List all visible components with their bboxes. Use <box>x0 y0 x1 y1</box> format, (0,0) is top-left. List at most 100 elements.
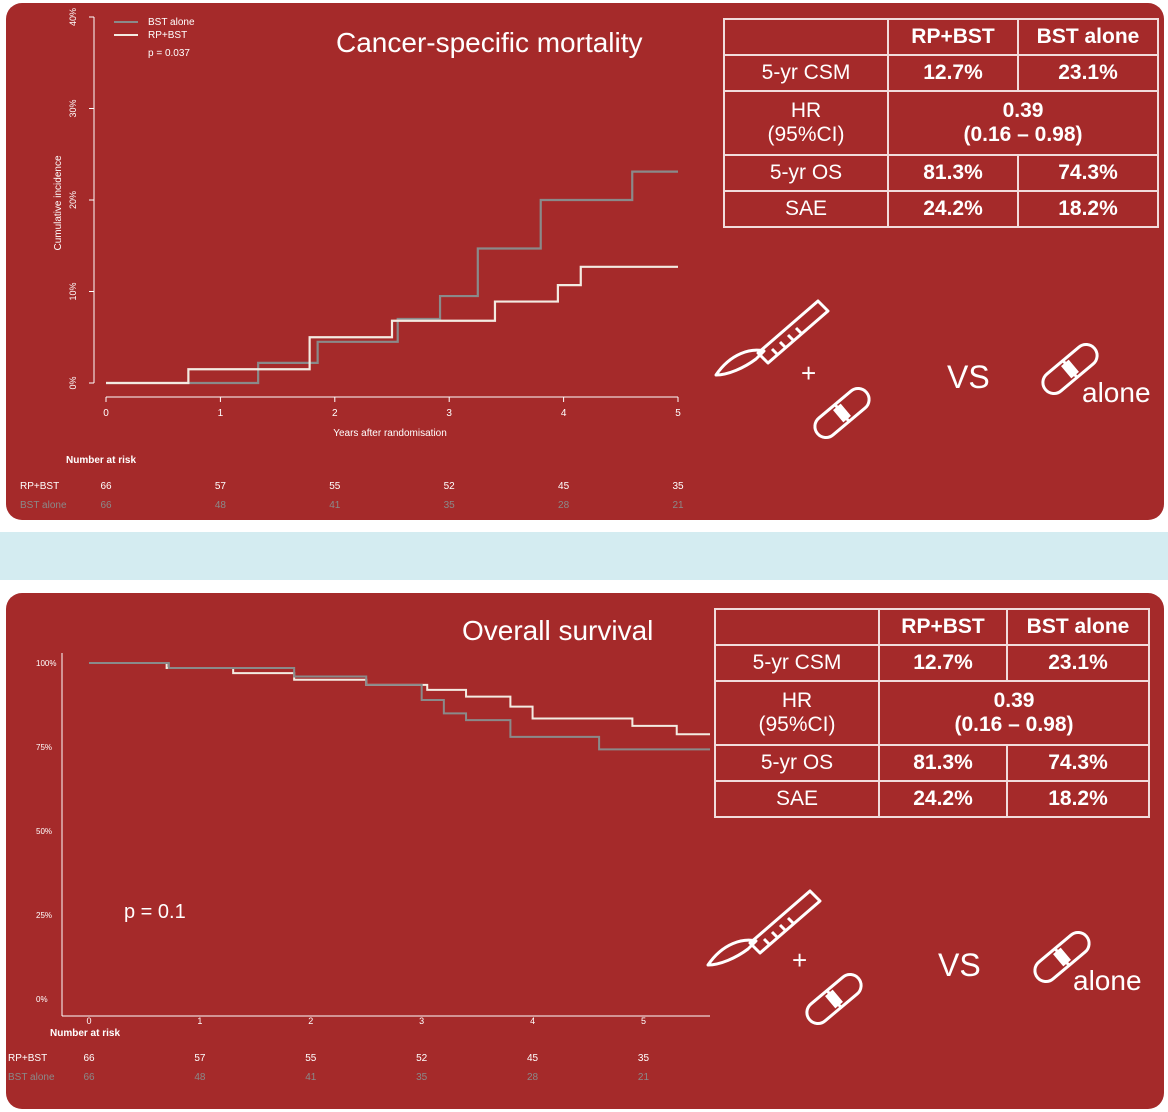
risk-value: 35 <box>672 481 684 492</box>
risk-value: 28 <box>558 500 570 511</box>
y-tick-label: 100% <box>36 659 56 668</box>
y-tick-label: 10% <box>68 282 78 300</box>
risk-value: 21 <box>672 500 684 511</box>
csm-bst-alone: 23.1% <box>1017 54 1159 92</box>
risk-value: 28 <box>527 1072 539 1083</box>
csm-rp-bst: 12.7% <box>887 54 1019 92</box>
risk-value: 35 <box>638 1053 650 1064</box>
sae-rp-bst: 24.2% <box>887 190 1019 228</box>
series-line-bst-alone <box>89 662 710 751</box>
risk-value: 45 <box>558 481 570 492</box>
risk-value: 41 <box>329 500 341 511</box>
pill-icon <box>1041 343 1099 395</box>
row-label-os: 5-yr OS <box>714 744 880 782</box>
legend-label: RP+BST <box>148 30 187 41</box>
table-header-bst-alone: BST alone <box>1017 18 1159 56</box>
risk-value: 66 <box>100 500 112 511</box>
row-label-sae: SAE <box>714 780 880 818</box>
scalpel-icon <box>706 889 822 967</box>
x-tick-label: 1 <box>218 408 224 419</box>
risk-row-name: BST alone <box>20 500 67 511</box>
ci-label: (95%CI) <box>767 123 845 146</box>
y-axis-label: Cumulative incidence <box>53 155 64 250</box>
x-tick-label: 4 <box>561 408 567 419</box>
x-tick-label: 0 <box>86 1016 91 1026</box>
section-divider <box>0 532 1168 580</box>
risk-value: 35 <box>444 500 456 511</box>
risk-value: 48 <box>194 1072 206 1083</box>
os-rp-bst: 81.3% <box>887 154 1019 192</box>
plus-sign: + <box>801 358 817 388</box>
risk-value: 48 <box>215 500 227 511</box>
y-tick-label: 40% <box>68 8 78 26</box>
row-label-hr: HR (95%CI) <box>714 680 880 746</box>
risk-value: 55 <box>329 481 341 492</box>
x-tick-label: 4 <box>530 1016 535 1026</box>
row-label-csm: 5-yr CSM <box>723 54 889 92</box>
hr-label: HR <box>790 99 822 122</box>
risk-value: 45 <box>527 1053 539 1064</box>
risk-value: 57 <box>215 481 227 492</box>
ci-label: (95%CI) <box>758 713 836 736</box>
risk-row-name: RP+BST <box>20 481 59 492</box>
y-tick-label: 0% <box>36 995 48 1004</box>
pill-icon <box>813 387 871 439</box>
csm-stats-table: RP+BST BST alone 5-yr CSM 12.7% 23.1% HR… <box>723 18 1159 228</box>
os-title: Overall survival <box>462 615 654 646</box>
os-bst-alone: 74.3% <box>1006 744 1150 782</box>
series-line-bst-alone <box>106 170 678 385</box>
plus-sign: + <box>792 945 808 975</box>
row-label-sae: SAE <box>723 190 889 228</box>
table-header-rp-bst: RP+BST <box>878 608 1008 646</box>
risk-value: 52 <box>416 1053 428 1064</box>
x-tick-label: 2 <box>308 1016 313 1026</box>
table-header-empty <box>723 18 889 56</box>
risk-value: 66 <box>83 1053 95 1064</box>
hr-label: HR <box>781 689 813 712</box>
series-line-rp-bst <box>106 265 678 385</box>
pvalue-label: p = 0.037 <box>148 48 190 59</box>
scalpel-icon <box>714 299 830 377</box>
hr-ci: (0.16 – 0.98) <box>954 713 1074 736</box>
x-tick-label: 3 <box>446 408 452 419</box>
os-stats-table: RP+BST BST alone 5-yr CSM 12.7% 23.1% HR… <box>714 608 1150 818</box>
risk-value: 57 <box>194 1053 206 1064</box>
risk-value: 55 <box>305 1053 317 1064</box>
risk-value: 35 <box>416 1072 428 1083</box>
alone-label: alone <box>1073 965 1142 996</box>
y-tick-label: 25% <box>36 911 52 920</box>
risk-value: 21 <box>638 1072 650 1083</box>
os-rp-bst: 81.3% <box>878 744 1008 782</box>
pill-icon <box>1033 931 1091 983</box>
legend-label: BST alone <box>148 17 195 28</box>
x-tick-label: 0 <box>103 408 109 419</box>
hr-value: 0.39 (0.16 – 0.98) <box>887 90 1159 156</box>
row-label-hr: HR (95%CI) <box>723 90 889 156</box>
y-tick-label: 30% <box>68 99 78 117</box>
os-panel: 0% 25% 50% 75% 100% 0 1 2 3 4 5 Number at risk RP+BS… <box>6 593 1164 1109</box>
y-tick-label: 75% <box>36 743 52 752</box>
x-tick-label: 3 <box>419 1016 424 1026</box>
hr-number: 0.39 <box>1002 99 1044 122</box>
x-tick-label: 5 <box>641 1016 646 1026</box>
x-tick-label: 1 <box>197 1016 202 1026</box>
sae-bst-alone: 18.2% <box>1017 190 1159 228</box>
hr-value: 0.39 (0.16 – 0.98) <box>878 680 1150 746</box>
csm-bst-alone: 23.1% <box>1006 644 1150 682</box>
hr-ci: (0.16 – 0.98) <box>963 123 1083 146</box>
pill-icon <box>805 973 863 1025</box>
hr-number: 0.39 <box>993 689 1035 712</box>
risk-row-name: RP+BST <box>8 1053 47 1064</box>
x-tick-label: 5 <box>675 408 681 419</box>
table-header-bst-alone: BST alone <box>1006 608 1150 646</box>
table-header-empty <box>714 608 880 646</box>
y-tick-label: 20% <box>68 191 78 209</box>
risk-value: 66 <box>100 481 112 492</box>
row-label-os: 5-yr OS <box>723 154 889 192</box>
table-header-rp-bst: RP+BST <box>887 18 1019 56</box>
risk-row-name: BST alone <box>8 1072 55 1083</box>
y-tick-label: 0% <box>68 376 78 389</box>
vs-label: VS <box>947 359 990 395</box>
